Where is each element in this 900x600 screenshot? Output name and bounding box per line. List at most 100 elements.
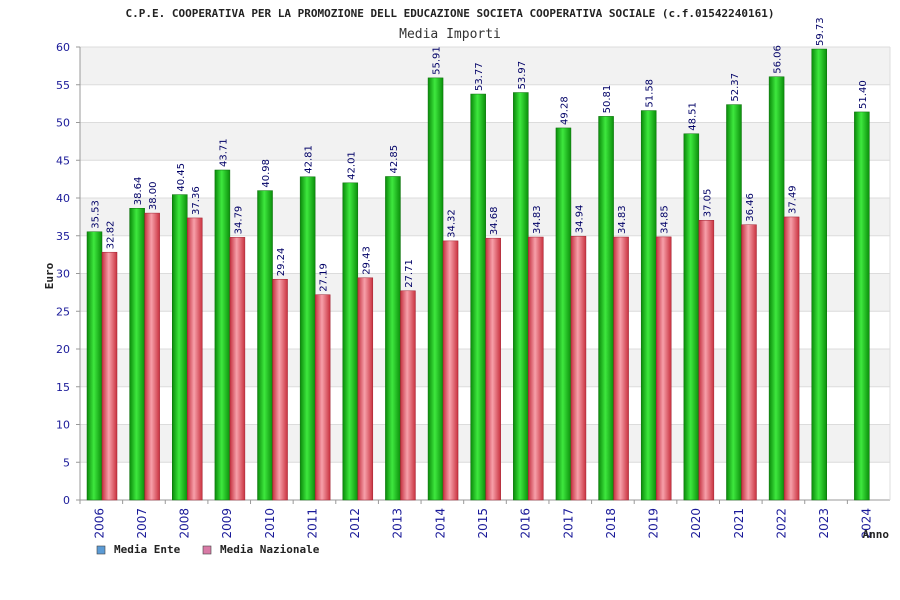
value-label-media-nazionale: 37.36 bbox=[191, 186, 202, 215]
x-tick-label: 2007 bbox=[135, 508, 149, 539]
value-label-media-ente: 53.97 bbox=[517, 61, 528, 90]
bar-media-nazionale bbox=[485, 237, 501, 501]
bar-media-ente bbox=[257, 190, 273, 501]
bar-media-ente bbox=[811, 48, 827, 501]
value-label-media-ente: 40.98 bbox=[261, 159, 272, 188]
x-tick-label: 2010 bbox=[263, 508, 277, 539]
value-label-media-ente: 53.77 bbox=[474, 62, 485, 91]
x-tick-label: 2019 bbox=[647, 508, 661, 539]
y-tick-label: 25 bbox=[56, 305, 70, 318]
x-tick-label: 2013 bbox=[391, 508, 405, 539]
bar-media-nazionale bbox=[613, 236, 629, 501]
bar-media-ente bbox=[299, 176, 316, 501]
bar-media-nazionale bbox=[272, 278, 288, 501]
x-tick-label: 2008 bbox=[178, 508, 192, 539]
y-tick-label: 30 bbox=[56, 268, 70, 281]
bar-media-nazionale bbox=[741, 224, 757, 501]
value-label-media-nazionale: 37.49 bbox=[788, 185, 799, 214]
bar-media-ente bbox=[172, 194, 188, 501]
grid-band bbox=[80, 47, 890, 85]
bar-media-ente bbox=[513, 92, 529, 501]
value-label-media-nazionale: 32.82 bbox=[106, 221, 117, 250]
bar-media-nazionale bbox=[357, 277, 374, 501]
chart-title: C.P.E. COOPERATIVA PER LA PROMOZIONE DEL… bbox=[125, 7, 774, 20]
bar-media-ente bbox=[555, 127, 572, 501]
value-label-media-nazionale: 34.68 bbox=[489, 207, 500, 236]
value-label-media-ente: 35.53 bbox=[91, 200, 102, 229]
y-tick-label: 20 bbox=[56, 343, 70, 356]
value-label-media-nazionale: 38.00 bbox=[148, 181, 159, 210]
y-axis-label: Euro bbox=[43, 262, 56, 289]
value-label-media-ente: 48.51 bbox=[687, 102, 698, 131]
y-tick-label: 15 bbox=[56, 381, 70, 394]
legend: Media Ente Media Nazionale bbox=[96, 543, 320, 556]
bar-media-ente bbox=[342, 182, 359, 501]
value-label-media-nazionale: 34.85 bbox=[660, 205, 671, 234]
legend-swatch-media-nazionale bbox=[202, 545, 212, 555]
x-tick-label: 2024 bbox=[860, 508, 874, 539]
x-tick-label: 2022 bbox=[774, 508, 788, 539]
value-label-media-ente: 51.58 bbox=[645, 79, 656, 108]
x-tick-label: 2017 bbox=[561, 508, 575, 539]
value-label-media-ente: 50.81 bbox=[602, 85, 613, 114]
bar-media-nazionale bbox=[187, 217, 203, 501]
x-tick-label: 2009 bbox=[220, 508, 234, 539]
y-tick-label: 5 bbox=[63, 456, 70, 469]
bar-media-nazionale bbox=[400, 290, 416, 501]
chart-subtitle: Media Importi bbox=[399, 27, 501, 42]
y-tick-label: 10 bbox=[56, 419, 70, 432]
x-tick-label: 2012 bbox=[348, 508, 362, 539]
value-label-media-nazionale: 29.24 bbox=[276, 248, 287, 277]
value-label-media-ente: 55.91 bbox=[432, 46, 443, 75]
bar-media-ente bbox=[768, 76, 785, 501]
value-label-media-ente: 52.37 bbox=[730, 73, 741, 102]
x-tick-label: 2018 bbox=[604, 508, 618, 539]
bar-media-nazionale bbox=[101, 251, 118, 501]
x-tick-label: 2011 bbox=[305, 508, 319, 539]
bar-media-nazionale bbox=[229, 237, 246, 501]
y-tick-label: 60 bbox=[56, 41, 70, 54]
value-label-media-ente: 42.85 bbox=[389, 145, 400, 174]
bar-media-nazionale bbox=[698, 220, 715, 501]
value-label-media-nazionale: 34.94 bbox=[574, 205, 585, 234]
legend-label-media-nazionale: Media Nazionale bbox=[220, 543, 320, 556]
value-label-media-ente: 51.40 bbox=[858, 80, 869, 109]
value-label-media-nazionale: 34.79 bbox=[233, 206, 244, 235]
bar-media-nazionale bbox=[655, 236, 672, 501]
y-tick-label: 55 bbox=[56, 79, 70, 92]
bar-media-ente bbox=[598, 116, 614, 501]
x-tick-label: 2014 bbox=[433, 508, 447, 539]
bar-media-ente bbox=[129, 208, 145, 501]
x-tick-label: 2023 bbox=[817, 508, 831, 539]
value-label-media-nazionale: 34.32 bbox=[447, 209, 458, 238]
y-tick-label: 45 bbox=[56, 154, 70, 167]
value-label-media-ente: 43.71 bbox=[218, 138, 229, 167]
value-label-media-nazionale: 36.46 bbox=[745, 193, 756, 222]
value-label-media-ente: 42.01 bbox=[346, 151, 357, 180]
bar-media-nazionale bbox=[570, 235, 587, 501]
bar-media-ente bbox=[427, 77, 444, 501]
value-label-media-ente: 56.06 bbox=[773, 45, 784, 74]
bar-media-ente bbox=[470, 93, 486, 501]
value-label-media-ente: 59.73 bbox=[815, 17, 826, 46]
x-tick-label: 2021 bbox=[732, 508, 746, 539]
axes: 0 5 10 15 20 25 30 35 40 45 50 55 60 2006 2007 2008 2009… bbox=[56, 41, 891, 539]
x-tick-label: 2015 bbox=[476, 508, 490, 539]
x-tick-label: 2020 bbox=[689, 508, 703, 539]
bar-media-ente bbox=[854, 111, 870, 501]
value-label-media-ente: 49.28 bbox=[559, 96, 570, 125]
value-label-media-nazionale: 27.19 bbox=[319, 263, 330, 292]
value-label-media-ente: 38.64 bbox=[133, 177, 144, 206]
y-tick-label: 40 bbox=[56, 192, 70, 205]
y-tick-label: 0 bbox=[63, 494, 70, 507]
value-label-media-nazionale: 34.83 bbox=[617, 205, 628, 234]
bar-media-ente bbox=[385, 176, 401, 501]
bar-media-nazionale bbox=[144, 212, 160, 501]
bar-media-nazionale bbox=[528, 236, 544, 501]
x-tick-label: 2016 bbox=[519, 508, 533, 539]
y-tick-label: 35 bbox=[56, 230, 70, 243]
legend-swatch-media-ente bbox=[96, 545, 106, 555]
value-label-media-nazionale: 27.71 bbox=[404, 259, 415, 288]
bar-media-nazionale bbox=[783, 216, 800, 501]
